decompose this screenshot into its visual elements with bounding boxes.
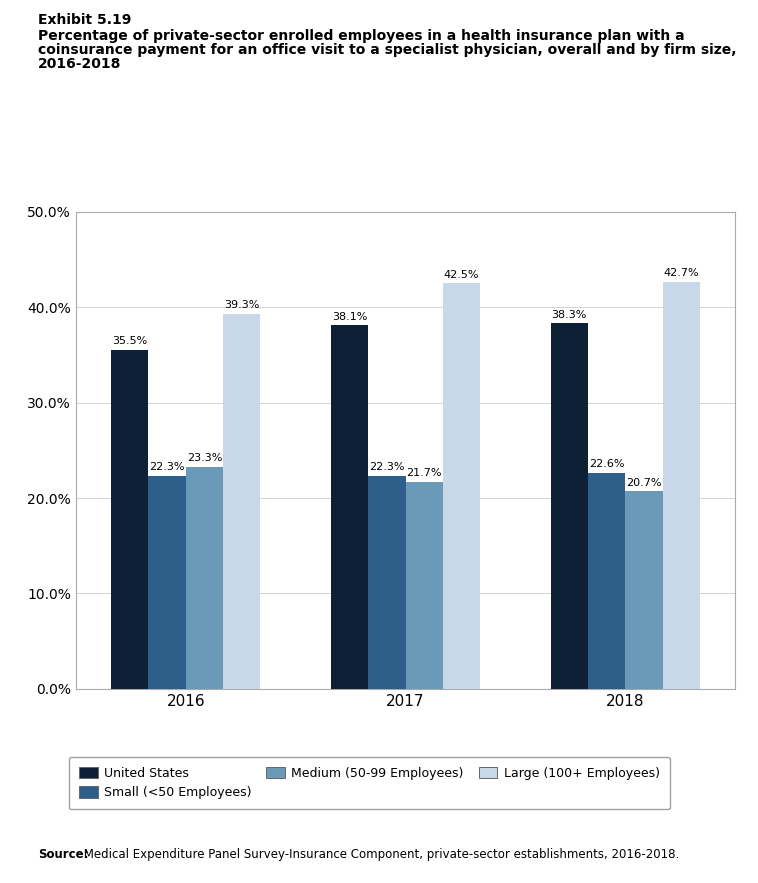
Text: 23.3%: 23.3% xyxy=(186,453,222,463)
Bar xyxy=(625,491,662,689)
Text: 20.7%: 20.7% xyxy=(626,478,662,487)
Text: 42.5%: 42.5% xyxy=(444,269,479,280)
Bar xyxy=(368,476,406,689)
Bar xyxy=(406,482,443,689)
Text: 22.6%: 22.6% xyxy=(589,459,625,470)
Bar xyxy=(662,282,700,689)
Bar xyxy=(443,283,481,689)
Text: 35.5%: 35.5% xyxy=(112,336,147,346)
Text: Exhibit 5.19: Exhibit 5.19 xyxy=(38,13,131,27)
Text: coinsurance payment for an office visit to a specialist physician, overall and b: coinsurance payment for an office visit … xyxy=(38,43,737,57)
Text: 2016-2018: 2016-2018 xyxy=(38,57,121,72)
Bar xyxy=(223,314,261,689)
Text: 22.3%: 22.3% xyxy=(149,463,185,472)
Text: Source:: Source: xyxy=(38,848,89,861)
Bar xyxy=(111,351,149,689)
Bar xyxy=(149,476,186,689)
Text: Percentage of private-sector enrolled employees in a health insurance plan with : Percentage of private-sector enrolled em… xyxy=(38,29,684,43)
Text: 21.7%: 21.7% xyxy=(406,468,442,478)
Bar xyxy=(550,323,588,689)
Text: 22.3%: 22.3% xyxy=(369,463,405,472)
Text: Medical Expenditure Panel Survey-Insurance Component, private-sector establishme: Medical Expenditure Panel Survey-Insuran… xyxy=(80,848,679,861)
Text: 39.3%: 39.3% xyxy=(224,300,259,310)
Text: 38.3%: 38.3% xyxy=(552,310,587,320)
Bar xyxy=(186,466,223,689)
Text: 42.7%: 42.7% xyxy=(663,268,699,278)
Text: 38.1%: 38.1% xyxy=(332,312,367,321)
Bar xyxy=(330,326,368,689)
Bar xyxy=(588,473,625,689)
Legend: United States, Small (<50 Employees), Medium (50-99 Employees), Large (100+ Empl: United States, Small (<50 Employees), Me… xyxy=(69,757,670,809)
